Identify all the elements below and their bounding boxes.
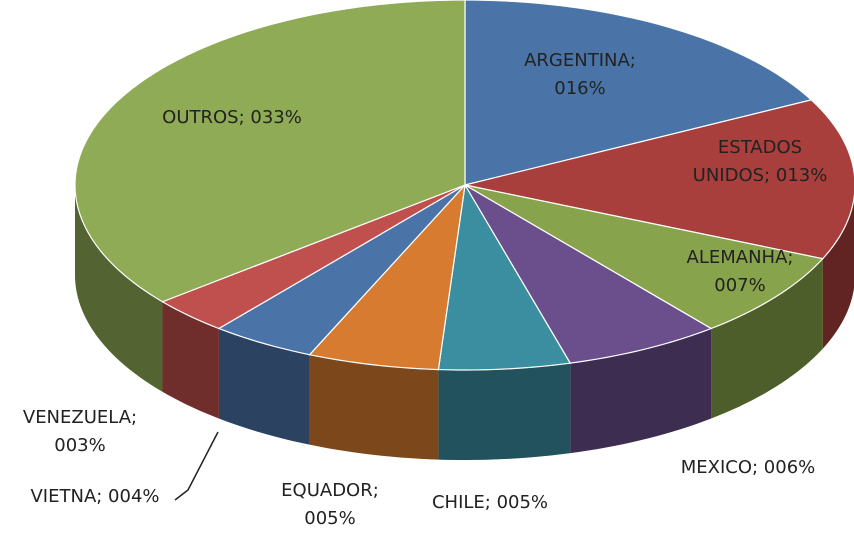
data-label-line: EQUADOR; [281, 480, 379, 501]
pie-side-shade [438, 363, 571, 460]
data-label: EQUADOR; 005% [281, 480, 379, 529]
pie-side-shade [75, 185, 163, 392]
leader-line [174, 431, 219, 501]
data-label-line: OUTROS; 033% [162, 107, 302, 128]
data-label: MEXICO; 006% [681, 457, 816, 478]
data-label-line: UNIDOS; 013% [693, 165, 828, 186]
data-label-line: ALEMANHA; [687, 247, 794, 268]
data-label-line: ARGENTINA; [524, 50, 636, 71]
pie-slice [437, 183, 572, 371]
pie-slice [74, 0, 466, 303]
pie-side [711, 258, 823, 419]
pie-side [822, 198, 854, 349]
pie-slice [464, 184, 824, 330]
pie-slice [464, 99, 854, 260]
pie-side [438, 363, 571, 460]
data-label: ARGENTINA; 016% [524, 50, 636, 99]
pie-side-shade [162, 301, 219, 419]
data-label: VENEZUELA; 003% [23, 407, 137, 456]
pie-side [75, 185, 163, 392]
data-label: VIETNA; 004% [30, 486, 159, 507]
data-label-line: MEXICO; 006% [681, 457, 816, 478]
data-label-line: VIETNA; 004% [30, 486, 159, 507]
data-label-line: 007% [714, 275, 765, 296]
pie-slice [308, 183, 466, 371]
pie-slice [161, 184, 466, 330]
pie-side-shade [218, 328, 310, 445]
pie-side-shade [822, 198, 854, 349]
data-label-line: ESTADOS [718, 137, 802, 158]
pie-side [162, 301, 219, 419]
pie-side [218, 328, 310, 445]
pie-side-shade [309, 354, 439, 460]
data-label-line: VENEZUELA; [23, 407, 137, 428]
data-label: ALEMANHA; 007% [687, 247, 794, 296]
data-label: CHILE; 005% [432, 492, 548, 513]
pie-slice [464, 0, 813, 186]
pie-side [309, 354, 439, 460]
pie-side-shade [711, 258, 823, 419]
pie-slice [463, 183, 713, 364]
data-label: ESTADOS UNIDOS; 013% [693, 137, 828, 186]
pie-side-shade [570, 328, 712, 454]
data-label-line: 005% [304, 508, 355, 529]
pie-slice [217, 184, 466, 356]
data-label-line: CHILE; 005% [432, 492, 548, 513]
data-label-line: 016% [554, 78, 605, 99]
data-label: OUTROS; 033% [162, 107, 302, 128]
data-label-line: 003% [54, 435, 105, 456]
pie-side [570, 328, 712, 454]
